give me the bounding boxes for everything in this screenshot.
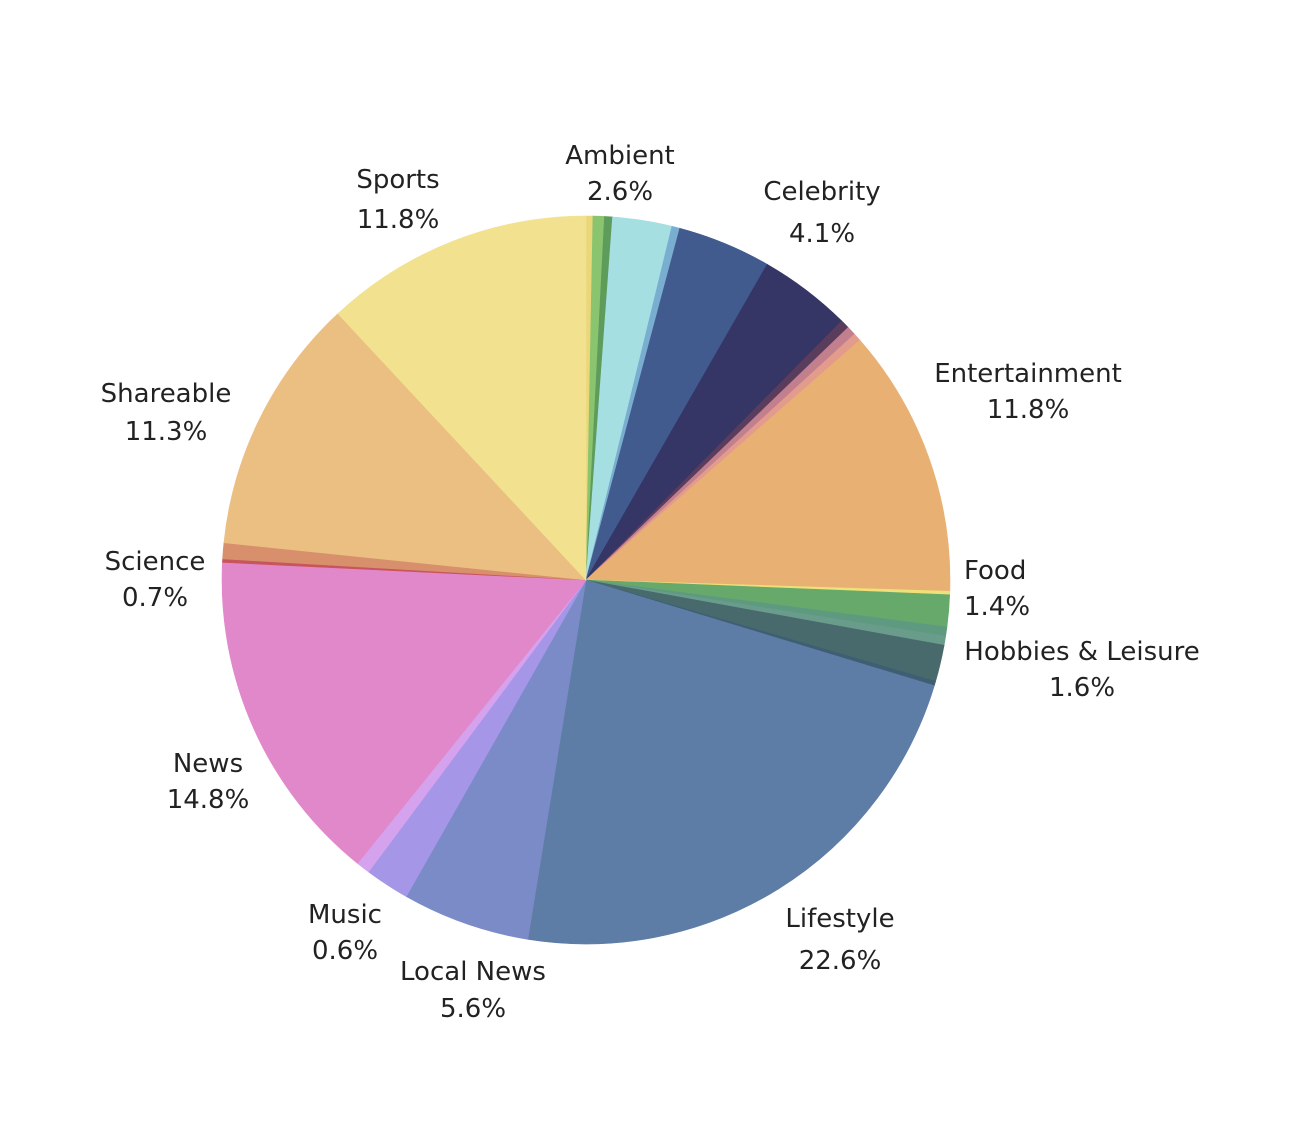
label-food-pct: 1.4% [964, 592, 1030, 622]
label-celebrity-pct: 4.1% [789, 219, 855, 249]
label-lifestyle-pct: 22.6% [799, 946, 882, 976]
label-ambient-pct: 2.6% [587, 177, 653, 207]
label-news-name: News [173, 749, 243, 779]
slice-entertainment [585, 339, 951, 592]
label-hobbies-pct: 1.6% [1049, 673, 1115, 703]
label-food-name: Food [964, 556, 1026, 586]
label-entertainment-pct: 11.8% [987, 395, 1070, 425]
label-lifestyle-name: Lifestyle [785, 904, 894, 934]
slice-shareable [223, 313, 587, 581]
label-local-news-name: Local News [400, 957, 546, 987]
pie-slices [221, 215, 951, 945]
label-celebrity-name: Celebrity [763, 177, 880, 207]
pie-labels: Sports 11.8% Ambient 2.6% Celebrity 4.1%… [101, 141, 1200, 1024]
slice-lifestyle [527, 579, 935, 945]
label-entertainment-name: Entertainment [934, 359, 1122, 389]
label-music-name: Music [308, 900, 382, 930]
label-science-name: Science [105, 547, 206, 577]
label-shareable-pct: 11.3% [125, 417, 208, 447]
label-ambient-name: Ambient [565, 141, 675, 171]
slice-sports [337, 215, 587, 581]
label-sports-name: Sports [356, 165, 439, 195]
label-news-pct: 14.8% [167, 785, 250, 815]
label-music-pct: 0.6% [312, 936, 378, 966]
label-sports-pct: 11.8% [357, 205, 440, 235]
label-science-pct: 0.7% [122, 583, 188, 613]
slice-local-news [405, 579, 587, 940]
label-shareable-name: Shareable [101, 379, 232, 409]
label-hobbies-name: Hobbies & Leisure [964, 637, 1199, 667]
slice-news [221, 562, 587, 864]
label-local-news-pct: 5.6% [440, 994, 506, 1024]
